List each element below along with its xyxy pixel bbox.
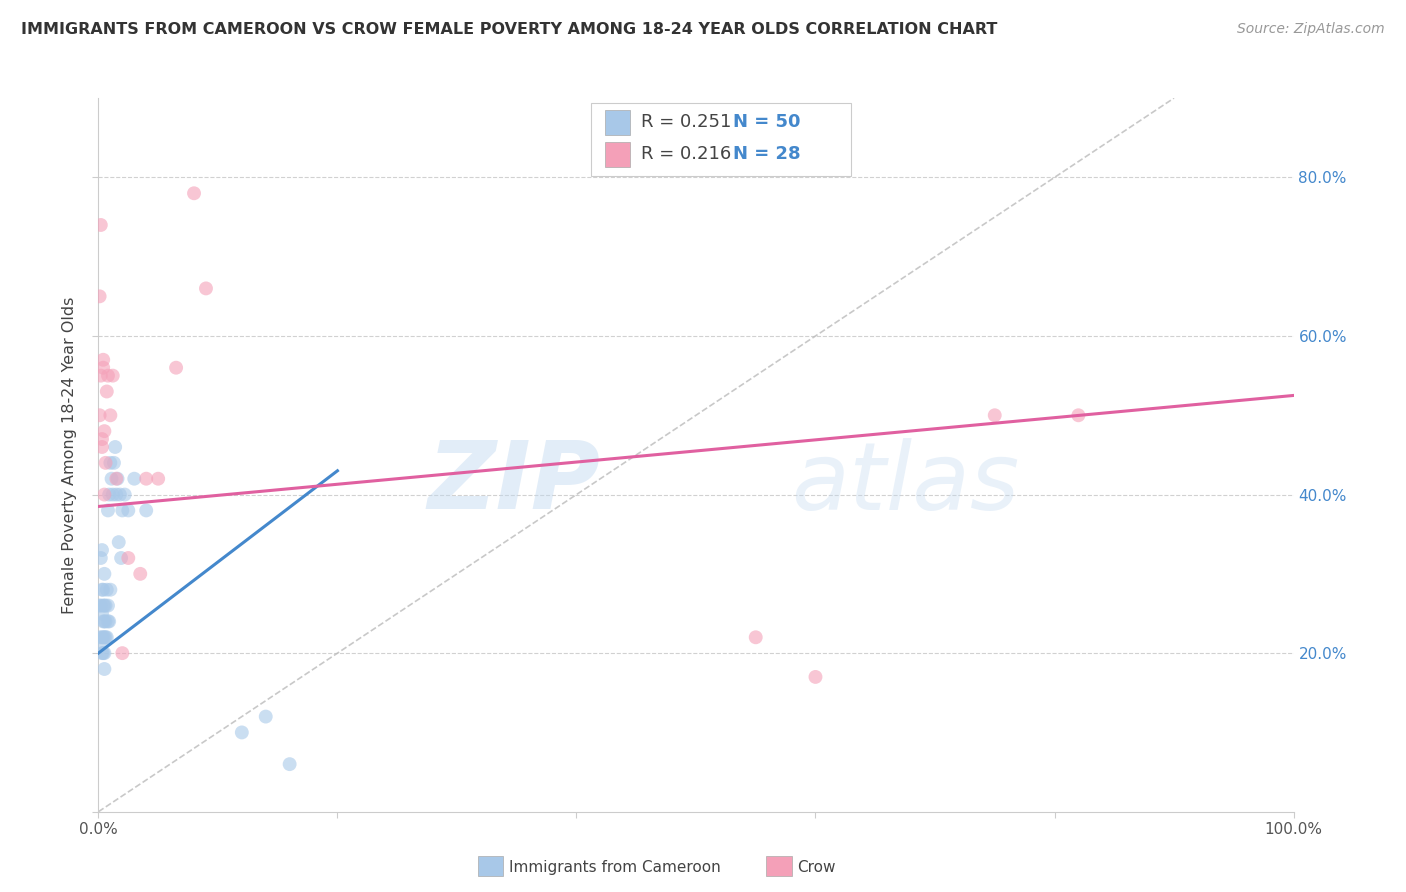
Point — [135, 503, 157, 517]
Point — [89, 289, 111, 303]
Point — [91, 607, 114, 621]
Point — [104, 440, 127, 454]
Point — [111, 503, 134, 517]
Point — [96, 582, 118, 597]
Point — [91, 582, 114, 597]
Point — [91, 615, 114, 629]
Point — [91, 432, 114, 446]
Point — [103, 456, 125, 470]
Point — [165, 360, 187, 375]
Text: ZIP: ZIP — [427, 437, 600, 530]
Point — [93, 599, 115, 613]
Point — [107, 535, 129, 549]
Point — [94, 456, 117, 470]
Point — [101, 368, 124, 383]
Point — [91, 630, 114, 644]
Point — [1067, 409, 1090, 423]
Text: Crow: Crow — [797, 860, 835, 874]
Point — [96, 384, 118, 399]
Point — [254, 709, 277, 723]
Point — [90, 551, 112, 566]
Point — [745, 630, 768, 644]
Point — [94, 599, 117, 613]
Point — [91, 582, 114, 597]
Text: N = 50: N = 50 — [733, 113, 800, 131]
Point — [93, 424, 115, 438]
Point — [108, 487, 131, 501]
Point — [98, 456, 122, 470]
Point — [804, 670, 827, 684]
Text: Source: ZipAtlas.com: Source: ZipAtlas.com — [1237, 22, 1385, 37]
Point — [91, 543, 114, 558]
Point — [91, 360, 114, 375]
Point — [278, 757, 301, 772]
Text: R = 0.251: R = 0.251 — [641, 113, 731, 131]
Point — [148, 472, 170, 486]
Point — [93, 615, 115, 629]
Point — [91, 646, 114, 660]
Point — [90, 638, 112, 652]
Point — [114, 487, 136, 501]
Point — [91, 630, 114, 644]
Point — [129, 566, 152, 581]
Point — [107, 472, 129, 486]
Point — [984, 409, 1007, 423]
Point — [183, 186, 205, 201]
Point — [91, 646, 114, 660]
Point — [93, 487, 115, 501]
Point — [117, 503, 139, 517]
Point — [98, 487, 121, 501]
Point — [101, 487, 124, 501]
Point — [93, 646, 115, 660]
Point — [96, 630, 118, 644]
Text: N = 28: N = 28 — [733, 145, 800, 163]
Point — [97, 599, 120, 613]
Point — [93, 630, 115, 644]
Point — [98, 409, 122, 423]
Point — [135, 472, 157, 486]
Point — [94, 615, 117, 629]
Point — [97, 503, 120, 517]
Point — [231, 725, 253, 739]
Point — [111, 646, 134, 660]
Point — [97, 615, 120, 629]
Point — [98, 582, 122, 597]
Point — [91, 352, 114, 367]
Point — [110, 551, 132, 566]
Point — [93, 662, 115, 676]
Text: Immigrants from Cameroon: Immigrants from Cameroon — [509, 860, 721, 874]
Y-axis label: Female Poverty Among 18-24 Year Olds: Female Poverty Among 18-24 Year Olds — [62, 296, 77, 614]
Point — [91, 599, 114, 613]
Point — [90, 599, 112, 613]
Point — [117, 551, 139, 566]
Point — [89, 630, 111, 644]
Point — [90, 368, 112, 383]
Text: R = 0.216: R = 0.216 — [641, 145, 731, 163]
Point — [100, 472, 122, 486]
Point — [90, 218, 112, 232]
Point — [94, 630, 117, 644]
Point — [93, 566, 115, 581]
Text: IMMIGRANTS FROM CAMEROON VS CROW FEMALE POVERTY AMONG 18-24 YEAR OLDS CORRELATIO: IMMIGRANTS FROM CAMEROON VS CROW FEMALE … — [21, 22, 997, 37]
Point — [105, 487, 128, 501]
Point — [124, 472, 146, 486]
Point — [89, 409, 111, 423]
Point — [91, 440, 114, 454]
Point — [194, 281, 218, 295]
Point — [97, 368, 120, 383]
Point — [89, 599, 111, 613]
Text: atlas: atlas — [792, 438, 1019, 529]
Point — [105, 472, 128, 486]
Point — [98, 615, 121, 629]
